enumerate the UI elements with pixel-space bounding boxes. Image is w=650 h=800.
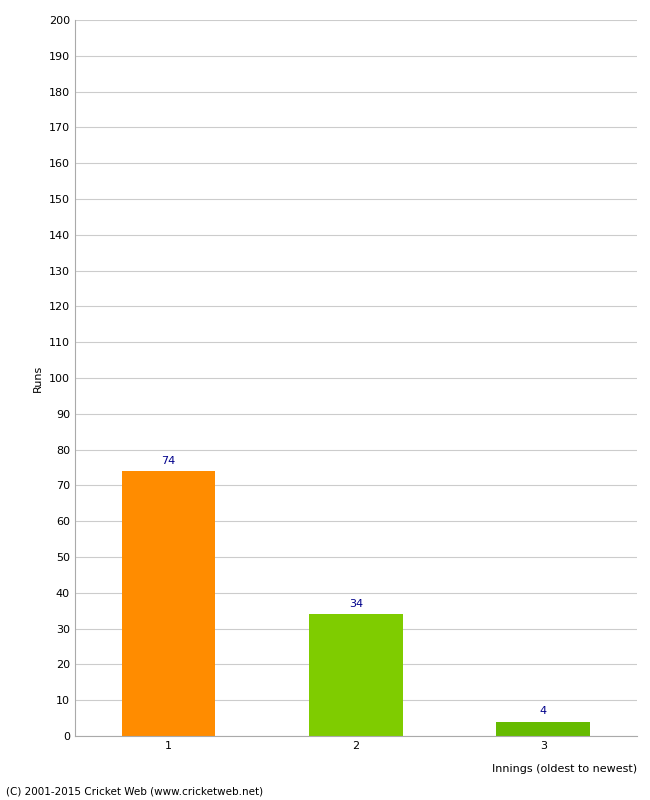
Text: 74: 74 <box>161 456 176 466</box>
Text: Innings (oldest to newest): Innings (oldest to newest) <box>492 764 637 774</box>
Bar <box>309 614 403 736</box>
Text: 4: 4 <box>540 706 547 716</box>
Text: 34: 34 <box>349 599 363 609</box>
Y-axis label: Runs: Runs <box>33 364 43 392</box>
Bar <box>497 722 590 736</box>
Bar <box>122 471 215 736</box>
Text: (C) 2001-2015 Cricket Web (www.cricketweb.net): (C) 2001-2015 Cricket Web (www.cricketwe… <box>6 786 264 796</box>
